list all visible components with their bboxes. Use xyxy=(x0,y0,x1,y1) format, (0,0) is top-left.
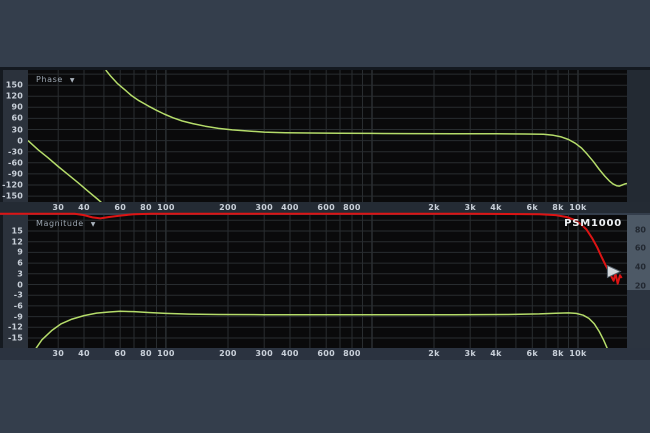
chevron-down-icon: ▼ xyxy=(90,221,97,228)
freq-tick-label: 4k xyxy=(490,203,502,212)
magnitude-ytick-label: 6 xyxy=(17,258,23,268)
phase-trace-selector[interactable]: Phase ▼ xyxy=(36,75,75,84)
magnitude-trace-selector[interactable]: Magnitude ▼ xyxy=(36,219,96,228)
rf-scale-tick-label: 40 xyxy=(634,262,646,272)
freq-tick-label: 2k xyxy=(428,349,440,358)
phase-plot-area[interactable] xyxy=(28,70,627,202)
magnitude-ytick-label: 15 xyxy=(11,226,23,236)
phase-y-axis: 150 120 90 60 30 0 -30 -60 -90 -120 -150 xyxy=(0,70,28,202)
freq-tick-label: 60 xyxy=(114,349,127,358)
rf-scale-tick-label: 20 xyxy=(634,281,646,290)
freq-tick-label: 200 xyxy=(219,203,237,212)
freq-tick-label: 40 xyxy=(78,349,90,358)
freq-tick-label: 400 xyxy=(281,349,299,358)
freq-tick-label: 800 xyxy=(343,349,361,358)
phase-ytick-label: -30 xyxy=(7,147,23,157)
phase-ytick-label: -60 xyxy=(7,158,23,168)
freq-tick-label: 30 xyxy=(52,203,65,212)
freq-tick-label: 60 xyxy=(114,203,127,212)
magnitude-plot-area[interactable] xyxy=(28,215,627,348)
magnitude-title: Magnitude xyxy=(36,219,84,228)
freq-tick-label: 3k xyxy=(464,349,476,358)
freq-tick-label: 6k xyxy=(526,203,538,212)
phase-ytick-label: -90 xyxy=(7,169,23,179)
freq-tick-label: 300 xyxy=(255,203,274,212)
rf-scale-tick-label: 60 xyxy=(634,243,646,253)
freq-tick-label: 400 xyxy=(281,203,299,212)
freq-tick-label: 600 xyxy=(317,349,336,358)
freq-tick-label: 600 xyxy=(317,203,336,212)
freq-tick-label: 10k xyxy=(569,349,587,358)
freq-tick-label: 100 xyxy=(157,349,175,358)
rf-level-scale: 80 60 40 20 xyxy=(627,215,650,290)
phase-ytick-label: -120 xyxy=(2,180,23,190)
magnitude-chart: 15 12 9 6 3 0 -3 -6 -9 -12 -15 80 60 40 20 Magnitude ▼ xyxy=(0,215,650,348)
magnitude-ytick-label: -15 xyxy=(7,333,23,343)
freq-tick-label: 80 xyxy=(140,203,152,212)
freq-tick-label: 200 xyxy=(219,349,237,358)
magnitude-ytick-label: 0 xyxy=(17,280,23,290)
magnitude-ytick-label: 9 xyxy=(17,247,23,257)
freq-tick-label: 8k xyxy=(552,349,564,358)
freq-tick-label: 80 xyxy=(140,349,152,358)
freq-tick-label: 40 xyxy=(78,203,90,212)
rf-scale-tick-label: 80 xyxy=(634,225,646,235)
freq-tick-label: 100 xyxy=(157,203,175,212)
phase-ytick-label: 30 xyxy=(11,125,23,135)
bottom-panel xyxy=(0,360,650,433)
phase-chart: 150 120 90 60 30 0 -30 -60 -90 -120 -150 Phase ▼ xyxy=(0,70,650,202)
chart-frame-border xyxy=(0,67,650,70)
magnitude-ytick-label: 3 xyxy=(17,269,23,279)
magnitude-ytick-label: -9 xyxy=(13,312,23,322)
freq-tick-label: 10k xyxy=(569,203,587,212)
magnitude-ytick-label: -3 xyxy=(13,290,23,300)
freq-tick-label: 300 xyxy=(255,349,274,358)
chevron-down-icon: ▼ xyxy=(69,77,76,84)
magnitude-ytick-label: -6 xyxy=(13,301,23,311)
freq-tick-label: 8k xyxy=(552,203,564,212)
magnitude-ytick-label: -12 xyxy=(7,322,23,332)
freq-tick-label: 3k xyxy=(464,203,476,212)
phase-right-gutter xyxy=(627,70,650,202)
freq-tick-label: 30 xyxy=(52,349,65,358)
magnitude-x-axis: 30 40 60 80 100 200 300 400 600 800 2k 3k 4k 6k 8k 10k xyxy=(0,348,650,360)
phase-ytick-label: 150 xyxy=(5,80,23,90)
magnitude-y-axis: 15 12 9 6 3 0 -3 -6 -9 -12 -15 xyxy=(0,215,28,348)
freq-tick-label: 800 xyxy=(343,203,361,212)
magnitude-ytick-label: 12 xyxy=(11,237,23,247)
phase-ytick-label: 60 xyxy=(11,113,23,123)
phase-x-axis: 30 40 60 80 100 200 300 400 600 800 2k 3k 4k 6k 8k 10k xyxy=(0,202,650,213)
top-panel xyxy=(0,0,650,67)
freq-tick-label: 6k xyxy=(526,349,538,358)
magnitude-right-gutter xyxy=(627,290,650,348)
phase-ytick-label: 120 xyxy=(5,91,23,101)
phase-title: Phase xyxy=(36,75,63,84)
phase-ytick-label: -150 xyxy=(2,191,23,201)
device-label: PSM1000 xyxy=(564,218,622,229)
phase-ytick-label: 0 xyxy=(17,136,23,146)
phase-ytick-label: 90 xyxy=(11,102,23,112)
freq-tick-label: 2k xyxy=(428,203,440,212)
freq-tick-label: 4k xyxy=(490,349,502,358)
